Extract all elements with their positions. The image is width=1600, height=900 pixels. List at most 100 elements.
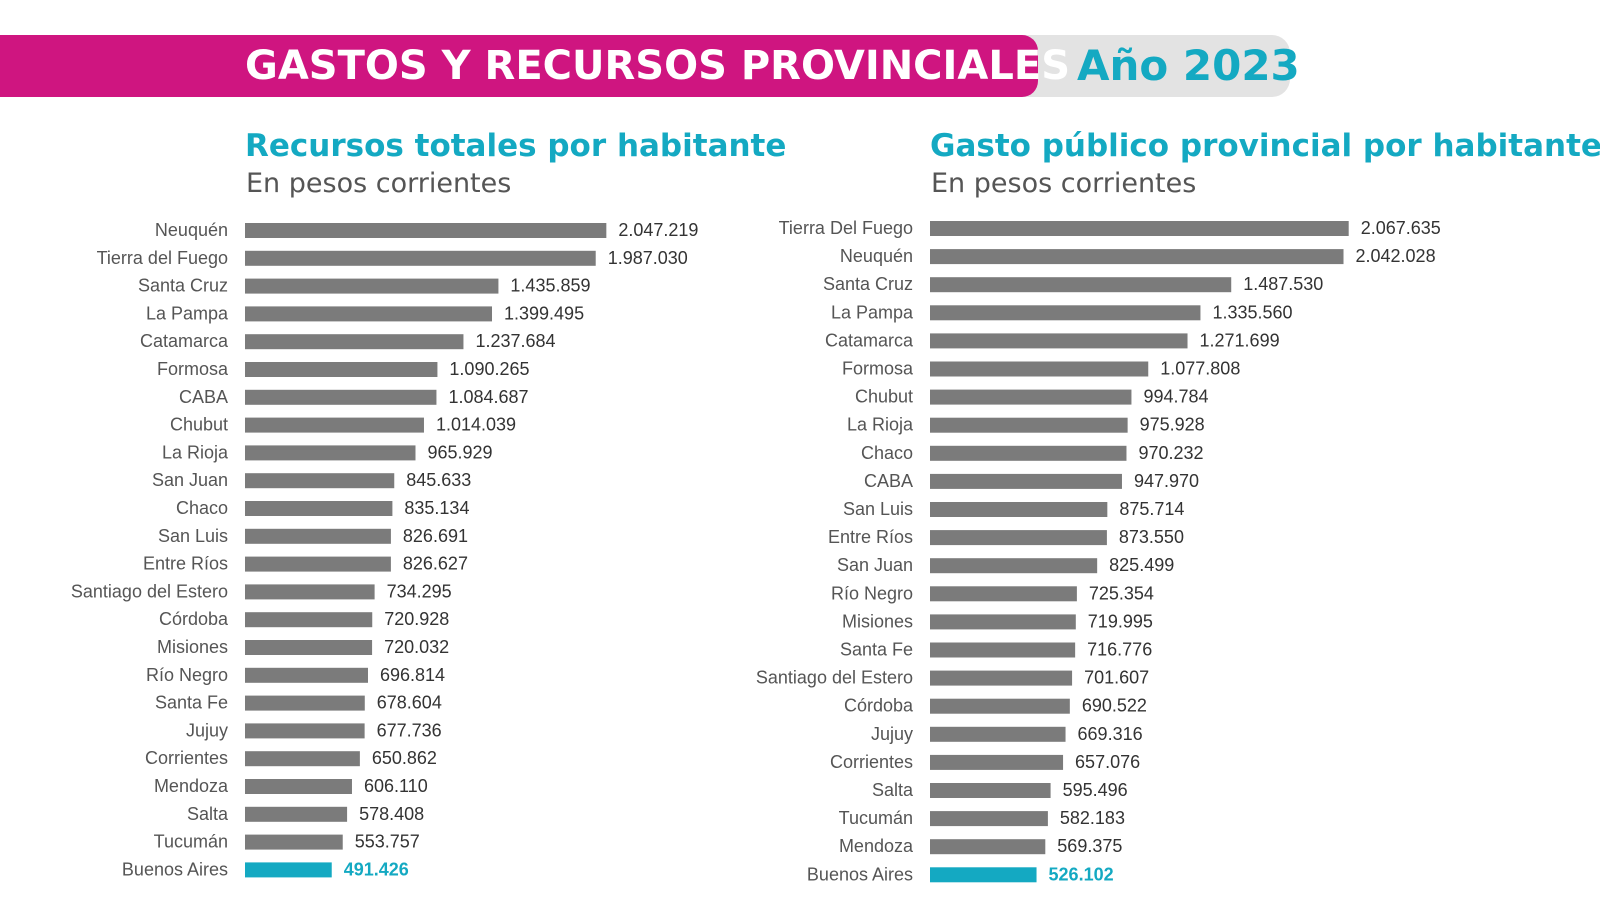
category-label: Mendoza <box>154 776 229 796</box>
bar <box>930 642 1076 658</box>
category-label: Corrientes <box>830 752 913 772</box>
bar <box>245 556 391 572</box>
value-label: 569.375 <box>1057 836 1122 856</box>
value-label: 994.784 <box>1143 387 1208 407</box>
category-label: Entre Ríos <box>828 527 913 547</box>
category-label: Tierra Del Fuego <box>779 218 913 238</box>
category-label: Córdoba <box>159 609 229 629</box>
category-label: Salta <box>872 780 914 800</box>
value-label: 553.757 <box>355 832 420 852</box>
category-label: Tucumán <box>839 808 913 828</box>
chart-subtitle-spending: En pesos corrientes <box>931 168 1197 199</box>
bar <box>245 640 373 655</box>
bar <box>245 528 391 544</box>
spending-bar-chart: Tierra Del Fuego 2.067.635 Neuquén 2.042.02… <box>756 218 1441 884</box>
category-label: Córdoba <box>844 696 914 716</box>
bar <box>245 389 437 405</box>
value-label: 1.084.687 <box>448 387 528 407</box>
category-label: La Pampa <box>146 303 229 323</box>
value-label: 725.354 <box>1089 583 1154 603</box>
bar <box>930 221 1349 236</box>
bar <box>245 278 499 294</box>
bar <box>245 250 596 266</box>
category-label: La Rioja <box>847 415 914 435</box>
value-label: 678.604 <box>377 693 442 713</box>
value-label: 1.014.039 <box>436 415 516 435</box>
value-label: 669.316 <box>1078 724 1143 744</box>
category-label: Salta <box>187 804 229 824</box>
category-label: San Luis <box>843 499 913 519</box>
value-label: 582.183 <box>1060 808 1125 828</box>
category-label: Mendoza <box>839 836 914 856</box>
bar <box>930 305 1201 321</box>
category-label: Neuquén <box>155 220 228 240</box>
category-label: Chaco <box>176 498 228 518</box>
value-label: 826.627 <box>403 554 468 574</box>
value-label: 835.134 <box>404 498 469 518</box>
category-label: Catamarca <box>140 331 229 351</box>
category-label: Jujuy <box>871 724 913 744</box>
category-label: Formosa <box>157 359 229 379</box>
category-label: Catamarca <box>825 330 914 350</box>
value-label: 875.714 <box>1119 499 1184 519</box>
category-label: La Pampa <box>831 302 914 322</box>
value-label: 720.928 <box>384 609 449 629</box>
value-label: 690.522 <box>1082 696 1147 716</box>
category-label: Chubut <box>855 387 913 407</box>
value-label: 657.076 <box>1075 752 1140 772</box>
value-label: 970.232 <box>1138 443 1203 463</box>
value-label: 701.607 <box>1084 668 1149 688</box>
bar <box>245 695 365 711</box>
category-label: San Juan <box>152 470 228 490</box>
bar <box>930 445 1127 461</box>
page-title: GASTOS Y RECURSOS PROVINCIALES <box>245 43 1070 89</box>
value-label: 1.435.859 <box>510 276 590 296</box>
value-label: 1.237.684 <box>475 331 555 351</box>
bar <box>245 779 352 794</box>
value-label: 606.110 <box>364 776 428 796</box>
value-label: 696.814 <box>380 665 445 685</box>
bar <box>245 445 416 461</box>
bar-highlighted <box>245 862 332 878</box>
value-label: 719.995 <box>1088 611 1153 631</box>
category-label: Formosa <box>842 359 914 379</box>
value-label: 677.736 <box>377 720 442 740</box>
bar <box>245 223 607 238</box>
category-label: Santa Cruz <box>823 274 913 294</box>
bar <box>930 839 1046 855</box>
category-label: Misiones <box>157 637 228 657</box>
value-label: 1.077.808 <box>1160 359 1240 379</box>
bar <box>245 362 438 377</box>
category-label: CABA <box>179 387 228 407</box>
bar <box>930 249 1344 265</box>
bar <box>930 417 1128 433</box>
year-tab <box>990 35 1290 97</box>
category-label: Chubut <box>170 415 228 435</box>
category-label: Buenos Aires <box>122 859 228 879</box>
spending-panel: Gasto público provincial por habitante E… <box>756 128 1600 900</box>
value-label: 526.102 <box>1049 864 1114 884</box>
value-label: 595.496 <box>1063 780 1128 800</box>
bar <box>245 306 493 322</box>
bar <box>930 389 1132 405</box>
bar <box>245 612 373 628</box>
value-label: 716.776 <box>1087 640 1152 660</box>
category-label: Corrientes <box>145 748 228 768</box>
value-label: 1.399.495 <box>504 303 584 323</box>
category-label: Santa Cruz <box>138 276 228 296</box>
bar <box>930 783 1051 798</box>
category-label: Tucumán <box>154 832 228 852</box>
bar <box>245 417 424 433</box>
category-label: Tierra del Fuego <box>97 248 228 268</box>
value-label: 975.928 <box>1140 415 1205 435</box>
bar <box>930 361 1149 377</box>
bar-highlighted <box>930 867 1037 883</box>
category-label: Misiones <box>842 611 913 631</box>
category-label: Santa Fe <box>155 693 228 713</box>
bar <box>930 670 1073 686</box>
resources-bar-chart: Neuquén 2.047.219 Tierra del Fuego 1.987.03… <box>71 220 699 879</box>
value-label: 491.426 <box>344 859 409 879</box>
value-label: 1.271.699 <box>1200 330 1280 350</box>
bar <box>245 584 375 600</box>
value-label: 2.047.219 <box>618 220 698 240</box>
